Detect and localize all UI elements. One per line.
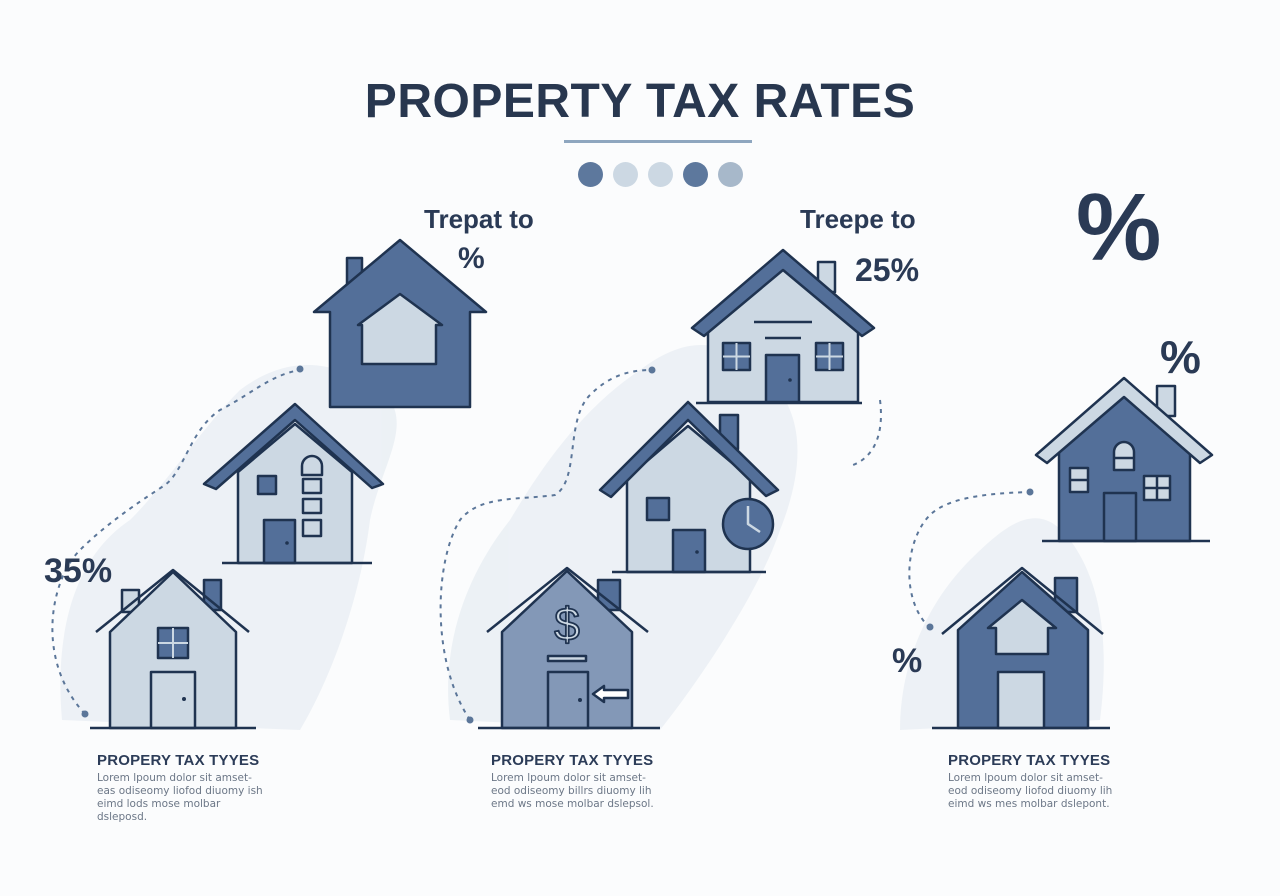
house-icon-small-left — [90, 568, 256, 730]
house-icon-right-upper — [1034, 376, 1214, 543]
house-icon-top-middle — [690, 248, 876, 405]
indicator-dot-5 — [718, 162, 743, 187]
caption-2: PROPERY TAX TYYES Lorem lpoum dolor sit … — [491, 752, 701, 811]
caption-1: PROPERY TAX TYYES Lorem lpoum dolor sit … — [97, 752, 307, 824]
dollar-icon: $ — [554, 598, 580, 650]
clock-icon — [721, 497, 775, 551]
dot-indicator — [578, 162, 743, 187]
right-top-percent: % — [1160, 331, 1201, 383]
dashed-path — [51, 369, 1031, 721]
caption-heading: PROPERY TAX TYYES — [491, 752, 654, 769]
caption-body: Lorem lpoum dolor sit amset- eod odiseom… — [948, 772, 1113, 810]
caption-3: PROPERY TAX TYYES Lorem lpoum dolor sit … — [948, 752, 1158, 811]
left-rate: 35% — [44, 552, 113, 590]
page-title: PROPERTY TAX RATES — [364, 75, 916, 128]
left-top-title: Trepat to — [424, 204, 534, 234]
caption-body: Lorem lpoum dolor sit amset- eas odiseom… — [97, 772, 263, 823]
left-top-value: % — [458, 242, 485, 275]
house-icon-right-lower — [932, 566, 1110, 730]
house-icon-tall — [202, 402, 385, 565]
right-big-percent: % — [1076, 174, 1162, 281]
indicator-dot-2 — [613, 162, 638, 187]
house-icon-dollar: $ — [478, 566, 660, 730]
indicator-dot-3 — [648, 162, 673, 187]
right-side-percent: % — [892, 642, 923, 680]
mid-top-title: Treepe to — [800, 204, 916, 234]
caption-heading: PROPERY TAX TYYES — [948, 752, 1111, 769]
indicator-dot-4 — [683, 162, 708, 187]
house-icon-arrow-frame — [312, 238, 488, 409]
caption-body: Lorem lpoum dolor sit amset- eod odiseom… — [491, 772, 654, 810]
title-underline — [564, 140, 752, 143]
indicator-dot-1 — [578, 162, 603, 187]
mid-top-value: 25% — [855, 252, 920, 288]
arrow-left-icon — [591, 684, 630, 704]
house-icon-clock — [598, 400, 780, 574]
caption-heading: PROPERY TAX TYYES — [97, 752, 260, 769]
